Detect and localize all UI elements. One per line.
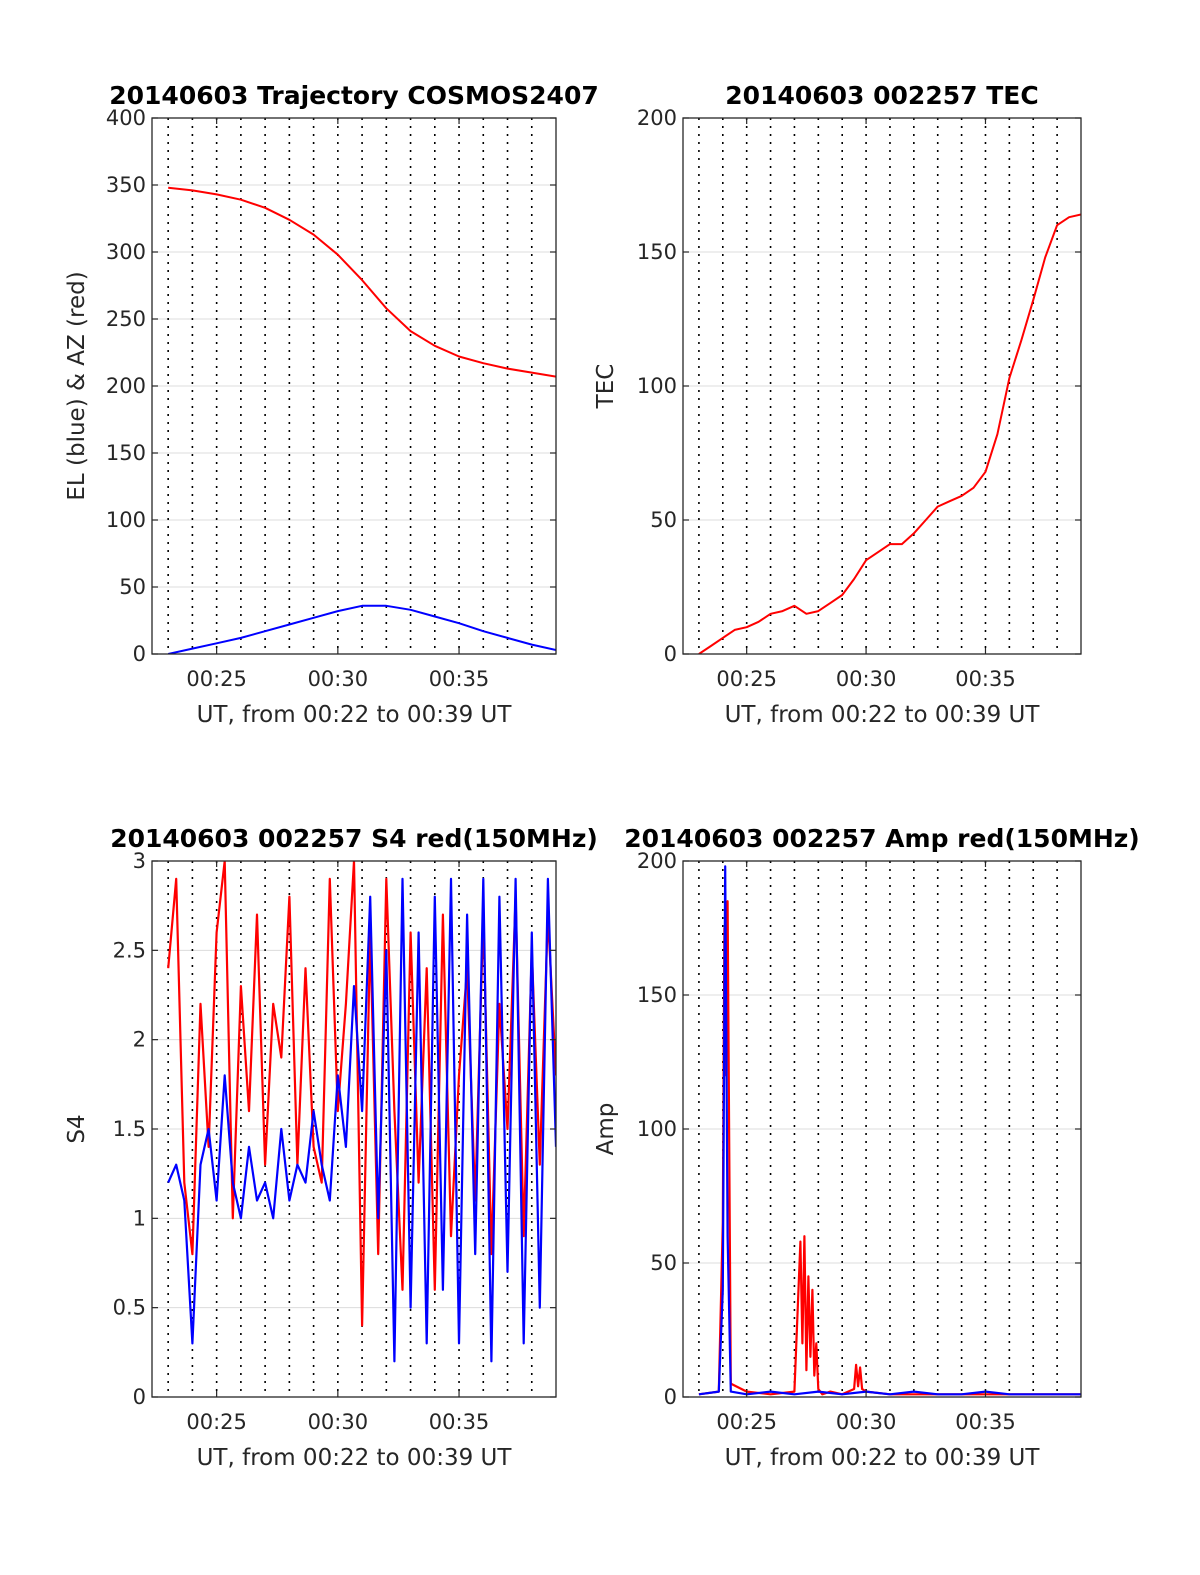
y-tick-label: 0 bbox=[664, 642, 677, 666]
y-axis-label: Amp bbox=[593, 1103, 619, 1156]
x-tick-label: 00:35 bbox=[429, 667, 490, 691]
x-tick-label: 00:25 bbox=[716, 1410, 777, 1434]
x-tick-label: 00:25 bbox=[186, 667, 247, 691]
x-tick-label: 00:25 bbox=[186, 1410, 247, 1434]
chart-trajectory: 0 50 100 150 200 250 300 350 400 00:25 00:30 00:35 2… bbox=[64, 81, 599, 728]
x-tick-label: 00:35 bbox=[955, 1410, 1016, 1434]
chart-tec: 0 50 100 150 200 00:25 00:30 00:35 20140603 0022… bbox=[593, 81, 1082, 728]
y-tick-label: 0 bbox=[664, 1385, 677, 1409]
y-tick-label: 50 bbox=[650, 1251, 677, 1275]
y-axis-label: EL (blue) & AZ (red) bbox=[64, 271, 90, 500]
x-tick-label: 00:35 bbox=[955, 667, 1016, 691]
series-line-blue bbox=[167, 877, 556, 1363]
y-tick-label: 2 bbox=[133, 1028, 146, 1052]
series-line-red bbox=[167, 861, 556, 1327]
y-tick-label: 200 bbox=[637, 849, 677, 873]
y-tick-label: 100 bbox=[106, 508, 146, 532]
chart-title: 20140603 002257 Amp red(150MHz) bbox=[624, 824, 1140, 853]
y-tick-label: 150 bbox=[106, 441, 146, 465]
series-line-red bbox=[698, 900, 1081, 1396]
y-tick-label: 1 bbox=[133, 1206, 146, 1230]
x-tick-label: 00:30 bbox=[836, 667, 897, 691]
x-axis-label: UT, from 00:22 to 00:39 UT bbox=[197, 1445, 513, 1471]
chart-title: 20140603 002257 TEC bbox=[725, 81, 1038, 110]
x-axis-label: UT, from 00:22 to 00:39 UT bbox=[725, 702, 1041, 728]
y-axis-label: S4 bbox=[64, 1114, 90, 1143]
y-tick-label: 250 bbox=[106, 307, 146, 331]
x-axis-label: UT, from 00:22 to 00:39 UT bbox=[197, 702, 513, 728]
chart-title: 20140603 002257 S4 red(150MHz) bbox=[110, 824, 598, 853]
y-tick-label: 50 bbox=[650, 508, 677, 532]
x-tick-label: 00:30 bbox=[308, 667, 369, 691]
y-tick-label: 0.5 bbox=[113, 1296, 146, 1320]
x-tick-label: 00:30 bbox=[308, 1410, 369, 1434]
x-tick-label: 00:25 bbox=[716, 667, 777, 691]
y-tick-label: 200 bbox=[637, 106, 677, 130]
y-tick-label: 400 bbox=[106, 106, 146, 130]
y-tick-label: 150 bbox=[637, 240, 677, 264]
y-axis-label: TEC bbox=[593, 364, 619, 410]
y-tick-label: 200 bbox=[106, 374, 146, 398]
x-tick-label: 00:35 bbox=[429, 1410, 490, 1434]
y-tick-label: 2.5 bbox=[113, 938, 146, 962]
y-tick-label: 3 bbox=[133, 849, 146, 873]
chart-s4: 0 0.5 1 1.5 2 2.5 3 00:25 00:30 00:35 20140603 002… bbox=[64, 824, 598, 1471]
series-line-blue bbox=[698, 865, 1081, 1396]
y-tick-label: 350 bbox=[106, 173, 146, 197]
x-tick-label: 00:30 bbox=[836, 1410, 897, 1434]
y-tick-label: 100 bbox=[637, 374, 677, 398]
y-tick-label: 300 bbox=[106, 240, 146, 264]
chart-title: 20140603 Trajectory COSMOS2407 bbox=[109, 81, 599, 110]
y-tick-label: 150 bbox=[637, 983, 677, 1007]
y-tick-label: 100 bbox=[637, 1117, 677, 1141]
y-tick-label: 1.5 bbox=[113, 1117, 146, 1141]
series-line-red bbox=[168, 186, 556, 378]
x-axis-label: UT, from 00:22 to 00:39 UT bbox=[725, 1445, 1041, 1471]
y-tick-label: 0 bbox=[133, 1385, 146, 1409]
y-tick-label: 50 bbox=[119, 575, 146, 599]
series-line-blue bbox=[167, 604, 556, 654]
y-tick-label: 0 bbox=[133, 642, 146, 666]
series-line-red bbox=[698, 213, 1081, 654]
chart-amp: 0 50 100 150 200 00:25 00:30 00:35 20140603 0022… bbox=[593, 824, 1140, 1471]
